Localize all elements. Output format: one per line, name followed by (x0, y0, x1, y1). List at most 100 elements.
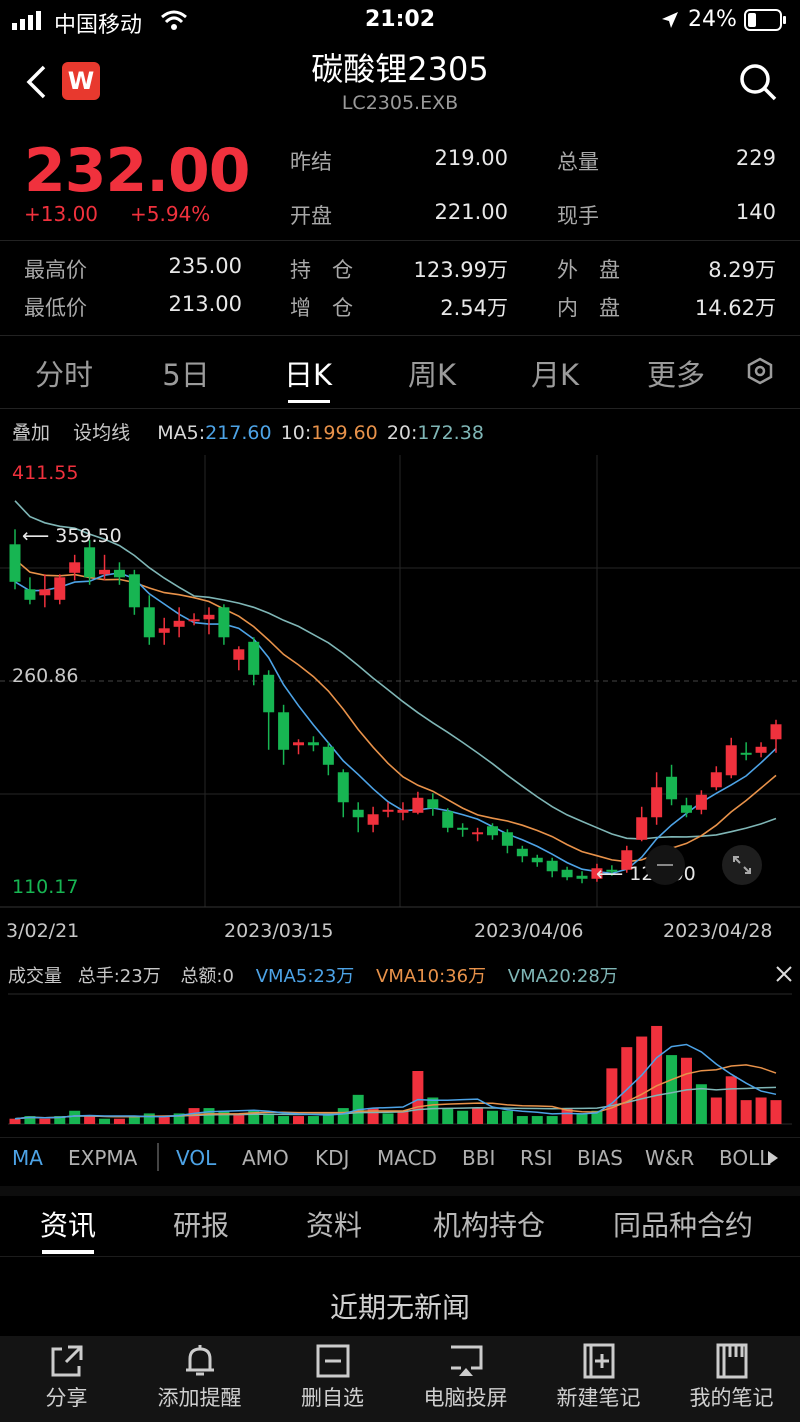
ind-tab-amo[interactable]: AMO (242, 1146, 289, 1170)
volume-bar (263, 1113, 275, 1124)
set-ma-button[interactable]: 设均线 (73, 422, 131, 444)
candle-body (322, 746, 334, 765)
ma-bar: 叠加 设均线 MA5:217.60 10:199.60 20:172.38 (12, 418, 488, 445)
candle-body (382, 809, 394, 812)
x-tick-label: 2023/04/06 (474, 920, 584, 942)
ind-tab-rsi[interactable]: RSI (520, 1146, 553, 1170)
ind-tab-bbi[interactable]: BBI (462, 1146, 496, 1170)
tab-more[interactable]: 更多 (646, 358, 705, 392)
notebook-icon (716, 1343, 747, 1379)
x-tick-label: 2023/03/15 (224, 920, 334, 942)
quote-value: 213.00 (168, 292, 242, 316)
quote-value: 235.00 (168, 254, 242, 278)
candle-body (352, 809, 364, 818)
volume-bar (636, 1036, 648, 1124)
volume-chart[interactable] (0, 990, 800, 1128)
my-notes-button[interactable]: 我的笔记 (665, 1336, 798, 1422)
vma5-line (14, 1043, 777, 1120)
volume-bar (367, 1108, 379, 1124)
volume-bar (695, 1084, 707, 1124)
quote-label: 最高价 (24, 258, 87, 282)
volume-bar (472, 1108, 484, 1124)
close-icon[interactable] (774, 964, 794, 984)
quote-label: 外 盘 (557, 258, 620, 282)
volume-bar (486, 1110, 498, 1124)
tab-daily-k[interactable]: 日K (283, 358, 333, 392)
candle-body (278, 712, 290, 750)
news-tab-info[interactable]: 资讯 (40, 1209, 97, 1242)
news-tab-same-contract[interactable]: 同品种合约 (613, 1209, 754, 1242)
volume-bar (158, 1116, 170, 1124)
volume-bar (307, 1116, 319, 1124)
volume-bar (755, 1097, 767, 1124)
candle-body (740, 752, 752, 755)
volume-bar (576, 1113, 588, 1124)
candle-body (636, 817, 648, 840)
ind-tab-wr[interactable]: W&R (645, 1146, 695, 1170)
quote-label: 持 仓 (290, 258, 353, 282)
candle-body (770, 724, 782, 740)
vma10-value: VMA10:36万 (376, 966, 487, 987)
ma10-value: 199.60 (311, 422, 378, 444)
volume-bar (516, 1116, 528, 1124)
candle-body (293, 742, 305, 746)
ind-tab-kdj[interactable]: KDJ (315, 1146, 350, 1170)
quote-label: 昨结 (290, 150, 332, 174)
arrow-right-icon[interactable] (766, 1149, 780, 1167)
new-note-button[interactable]: 新建笔记 (532, 1336, 665, 1422)
tab-5day[interactable]: 5日 (162, 358, 210, 392)
kline-chart[interactable] (0, 455, 800, 915)
ind-tab-bias[interactable]: BIAS (577, 1146, 623, 1170)
divider (0, 240, 800, 241)
ma5-line (14, 571, 777, 875)
tab-intraday[interactable]: 分时 (34, 358, 93, 392)
bell-icon (185, 1345, 214, 1376)
overlay-button[interactable]: 叠加 (12, 422, 51, 444)
candle-body (233, 649, 245, 660)
back-icon[interactable] (24, 64, 48, 100)
high-price-marker: ⟵ 359.50 (22, 525, 122, 547)
news-tab-institution[interactable]: 机构持仓 (433, 1209, 546, 1242)
remove-watchlist-button[interactable]: 删自选 (266, 1336, 399, 1422)
volume-bar (278, 1116, 290, 1124)
add-alert-button[interactable]: 添加提醒 (133, 1336, 266, 1422)
volume-bar (128, 1116, 140, 1124)
news-tab-research[interactable]: 研报 (173, 1209, 230, 1242)
volume-bar (382, 1113, 394, 1124)
ma20-line (14, 500, 777, 840)
candle-body (666, 776, 678, 800)
fullscreen-button[interactable] (722, 845, 762, 885)
monitor-icon (450, 1345, 482, 1376)
quote-label: 开盘 (290, 204, 332, 228)
candle-body (143, 607, 155, 638)
ind-tab-boll[interactable]: BOLL (719, 1146, 771, 1170)
volume-bar (427, 1097, 439, 1124)
volume-bar (248, 1110, 260, 1124)
ind-tab-expma[interactable]: EXPMA (68, 1146, 138, 1170)
volume-bar (621, 1047, 633, 1124)
ind-tab-macd[interactable]: MACD (377, 1146, 437, 1170)
volume-bar (337, 1108, 349, 1124)
ma20-value: 172.38 (417, 422, 484, 444)
candle-body (576, 875, 588, 879)
last-price: 232.00 (24, 136, 251, 206)
share-button[interactable]: 分享 (0, 1336, 133, 1422)
volume-bar (531, 1116, 543, 1124)
volume-bar (591, 1110, 603, 1124)
zoom-out-button[interactable] (645, 845, 685, 885)
news-tab-materials[interactable]: 资料 (306, 1209, 363, 1242)
search-icon[interactable] (738, 62, 778, 102)
candle-body (9, 544, 21, 582)
candle-body (158, 628, 170, 633)
settings-icon[interactable] (746, 357, 774, 385)
ind-tab-vol[interactable]: VOL (176, 1146, 217, 1170)
tab-weekly-k[interactable]: 周K (407, 358, 457, 392)
candle-body (113, 569, 125, 578)
tab-monthly-k[interactable]: 月K (530, 358, 580, 392)
divider (0, 1256, 800, 1257)
volume-bar (173, 1113, 185, 1124)
remove-square-icon (316, 1344, 349, 1378)
status-bar: 中国移动 21:02 24% (0, 0, 800, 40)
ind-tab-ma[interactable]: MA (12, 1146, 43, 1170)
screen-cast-button[interactable]: 电脑投屏 (399, 1336, 532, 1422)
